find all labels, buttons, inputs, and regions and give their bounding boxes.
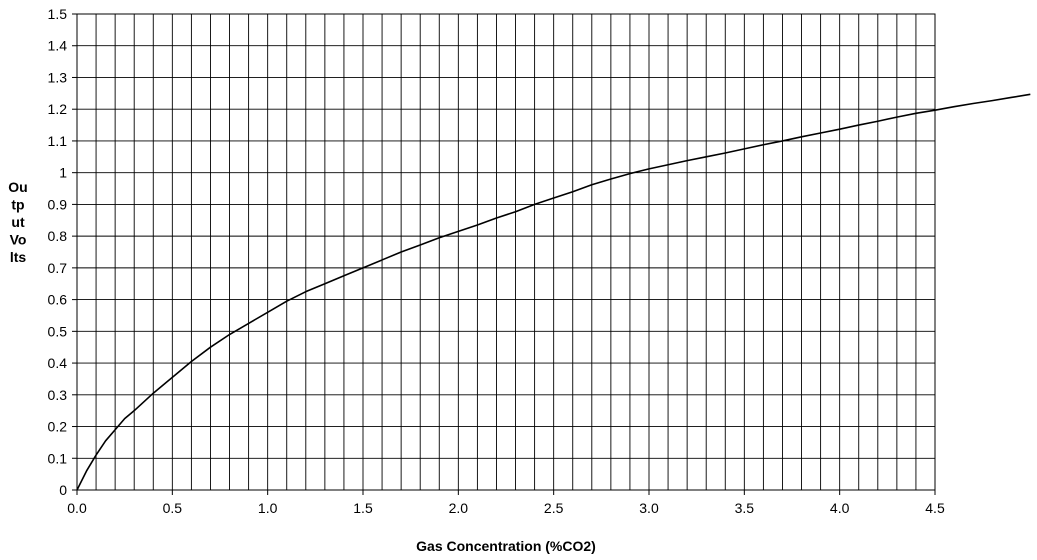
y-tick-label: 1.4 bbox=[48, 38, 68, 54]
x-tick-label: 1.5 bbox=[353, 500, 373, 516]
y-tick-label: 0.1 bbox=[48, 450, 68, 466]
x-tick-label: 0.0 bbox=[67, 500, 87, 516]
y-tick-label: 0.4 bbox=[48, 355, 68, 371]
y-tick-label: 0.2 bbox=[48, 419, 68, 435]
x-tick-label: 3.0 bbox=[639, 500, 659, 516]
y-tick-label: 0.7 bbox=[48, 260, 68, 276]
y-tick-label: 1.5 bbox=[48, 6, 68, 22]
y-tick-labels: 0 0.1 0.2 0.3 0.4 0.5 0.6 0.7 0.8 0.9 1 1.1 1.2 1.3 1.… bbox=[48, 6, 77, 498]
y-tick-label: 0.6 bbox=[48, 292, 68, 308]
response-curve bbox=[76, 93, 1031, 491]
x-tick-labels: 0.0 0.5 1.0 1.5 2.0 2.5 3.0 3.5 4.0 4.5 bbox=[67, 490, 945, 516]
x-tick-label: 3.5 bbox=[735, 500, 755, 516]
curve-group bbox=[76, 93, 1031, 491]
y-axis-title-line: lts bbox=[10, 249, 27, 265]
y-tick-label: 1.2 bbox=[48, 101, 68, 117]
y-tick-label: 1.3 bbox=[48, 69, 68, 85]
plot-frame bbox=[76, 13, 936, 491]
y-tick-label: 0.9 bbox=[48, 196, 68, 212]
x-tick-label: 4.5 bbox=[925, 500, 945, 516]
x-axis-title: Gas Concentration (%CO2) bbox=[416, 538, 596, 554]
x-tick-label: 0.5 bbox=[163, 500, 183, 516]
y-tick-label: 0.5 bbox=[48, 323, 68, 339]
x-tick-label: 2.5 bbox=[544, 500, 564, 516]
y-tick-label: 0.3 bbox=[48, 387, 68, 403]
y-tick-label: 0.8 bbox=[48, 228, 68, 244]
grid bbox=[77, 14, 935, 490]
x-tick-label: 1.0 bbox=[258, 500, 278, 516]
y-axis-title-line: Vo bbox=[10, 232, 27, 248]
y-axis-title-line: ut bbox=[11, 214, 25, 230]
x-tick-label: 2.0 bbox=[449, 500, 469, 516]
y-tick-label: 1.1 bbox=[48, 133, 68, 149]
x-tick-label: 4.0 bbox=[830, 500, 850, 516]
y-axis-title-line: Ou bbox=[8, 179, 27, 195]
y-tick-label: 1 bbox=[59, 165, 67, 181]
y-axis-title-line: tp bbox=[11, 197, 24, 213]
y-tick-label: 0 bbox=[59, 482, 67, 498]
